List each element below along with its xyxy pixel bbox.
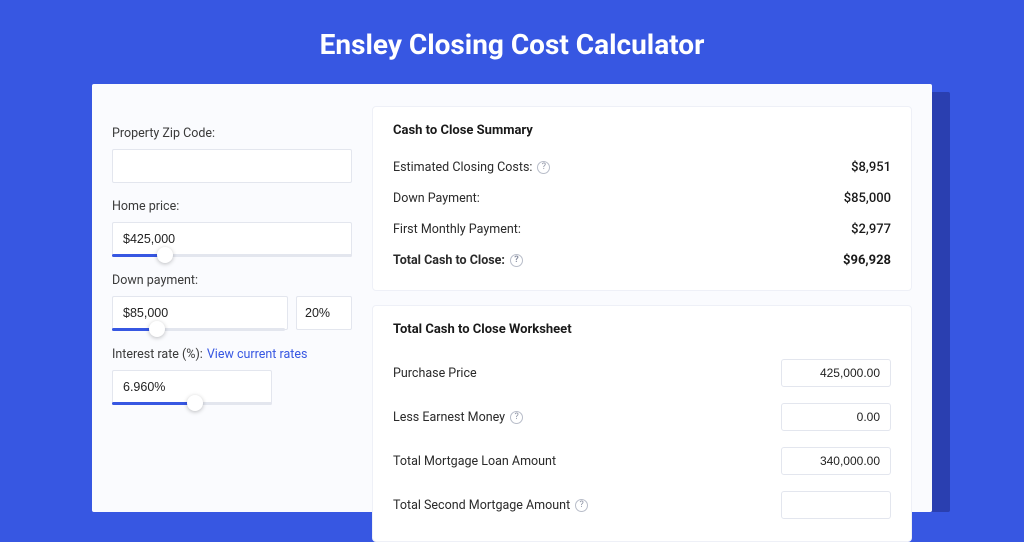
ws-row-earnest-money: Less Earnest Money ? [393, 395, 891, 439]
ws-input-earnest-money[interactable] [781, 403, 891, 431]
ws-row-mortgage-loan: Total Mortgage Loan Amount [393, 439, 891, 483]
summary-total-value: $96,928 [843, 253, 891, 268]
worksheet-panel: Total Cash to Close Worksheet Purchase P… [372, 305, 912, 542]
summary-panel: Cash to Close Summary Estimated Closing … [372, 106, 912, 291]
summary-value: $85,000 [844, 191, 891, 206]
home-price-input[interactable] [112, 222, 352, 256]
down-payment-input[interactable] [112, 296, 288, 330]
summary-label-text: Estimated Closing Costs: [393, 160, 532, 175]
home-price-field: Home price: [112, 199, 352, 257]
summary-value: $8,951 [851, 160, 891, 175]
zip-label: Property Zip Code: [112, 126, 352, 141]
ws-input-purchase-price[interactable] [781, 359, 891, 387]
summary-value: $2,977 [851, 222, 891, 237]
interest-rate-label: Interest rate (%): View current rates [112, 347, 352, 362]
help-icon[interactable]: ? [510, 254, 523, 267]
home-price-label: Home price: [112, 199, 352, 214]
help-icon[interactable]: ? [510, 411, 523, 424]
inputs-column: Property Zip Code: Home price: Down paym… [112, 106, 352, 512]
ws-input-second-mortgage[interactable] [781, 491, 891, 519]
ws-label-text: Total Mortgage Loan Amount [393, 454, 556, 469]
summary-row-total: Total Cash to Close: ? $96,928 [393, 245, 891, 276]
interest-rate-field: Interest rate (%): View current rates [112, 347, 352, 405]
zip-field: Property Zip Code: [112, 126, 352, 183]
down-payment-pct-input[interactable] [296, 296, 352, 330]
view-rates-link[interactable]: View current rates [207, 347, 308, 362]
summary-label-text: First Monthly Payment: [393, 222, 521, 237]
ws-label-text: Total Second Mortgage Amount [393, 498, 570, 513]
worksheet-title: Total Cash to Close Worksheet [393, 322, 891, 337]
down-payment-field: Down payment: [112, 273, 352, 331]
down-payment-slider[interactable] [112, 328, 285, 331]
ws-row-purchase-price: Purchase Price [393, 351, 891, 395]
summary-total-label: Total Cash to Close: [393, 253, 505, 268]
ws-label-text: Purchase Price [393, 366, 477, 381]
ws-label-text: Less Earnest Money [393, 410, 505, 425]
interest-rate-slider[interactable] [112, 402, 272, 405]
summary-row-down-payment: Down Payment: $85,000 [393, 183, 891, 214]
summary-label-text: Down Payment: [393, 191, 480, 206]
down-payment-label: Down payment: [112, 273, 352, 288]
summary-row-closing-costs: Estimated Closing Costs: ? $8,951 [393, 152, 891, 183]
summary-row-first-payment: First Monthly Payment: $2,977 [393, 214, 891, 245]
interest-label-text: Interest rate (%): [112, 347, 203, 362]
calculator-card: Property Zip Code: Home price: Down paym… [92, 84, 932, 512]
home-price-slider[interactable] [112, 254, 352, 257]
page-title: Ensley Closing Cost Calculator [0, 0, 1024, 83]
help-icon[interactable]: ? [575, 499, 588, 512]
summary-title: Cash to Close Summary [393, 123, 891, 138]
help-icon[interactable]: ? [537, 161, 550, 174]
ws-input-mortgage-loan[interactable] [781, 447, 891, 475]
zip-input[interactable] [112, 149, 352, 183]
results-column: Cash to Close Summary Estimated Closing … [372, 106, 912, 512]
ws-row-second-mortgage: Total Second Mortgage Amount ? [393, 483, 891, 527]
